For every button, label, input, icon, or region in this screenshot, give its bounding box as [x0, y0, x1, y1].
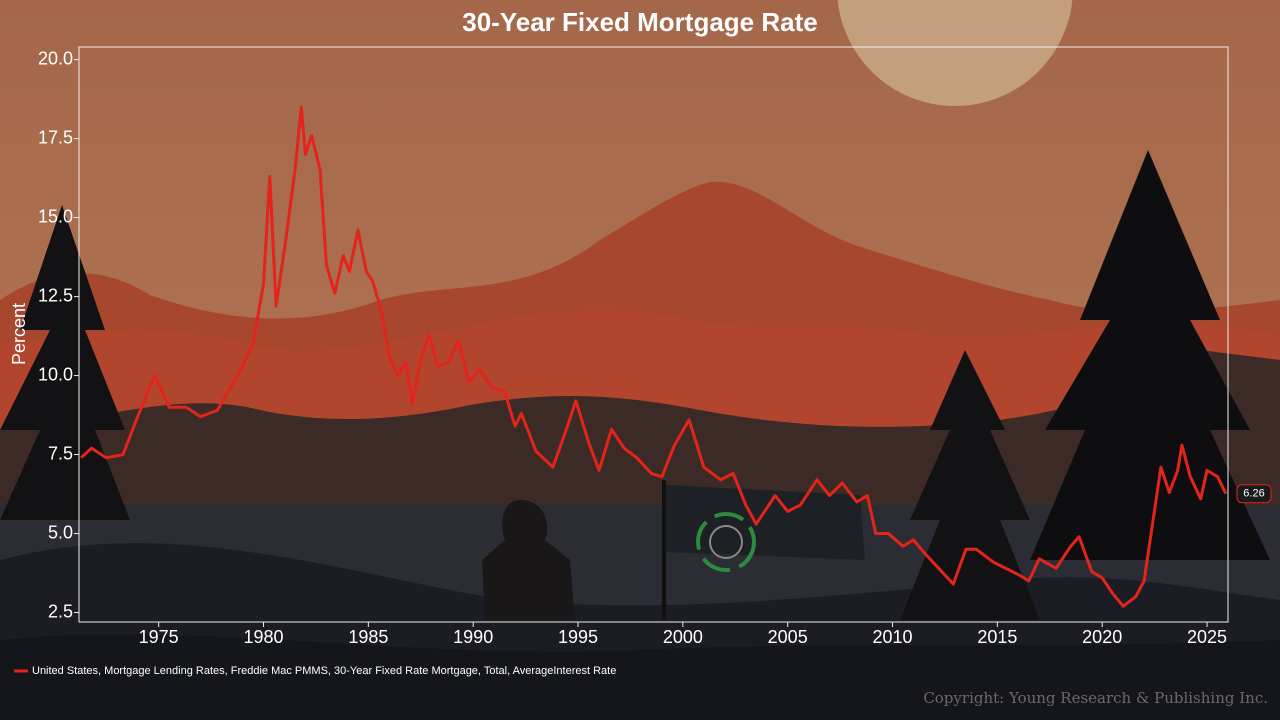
y-tick-label: 12.5: [38, 285, 73, 305]
y-tick-label: 7.5: [48, 443, 73, 463]
copyright: Copyright: Young Research & Publishing I…: [923, 689, 1268, 707]
x-tick-label: 2010: [873, 627, 913, 647]
x-tick-label: 2025: [1187, 627, 1227, 647]
x-tick-label: 2020: [1082, 627, 1122, 647]
y-tick-label: 17.5: [38, 127, 73, 147]
plot-frame: [78, 46, 1229, 623]
y-tick-label: 15.0: [38, 206, 73, 226]
line: [80, 105, 1228, 608]
chart-title: 30-Year Fixed Mortgage Rate: [462, 7, 817, 37]
x-tick-label: 2015: [977, 627, 1017, 647]
y-tick-label: 20.0: [38, 48, 73, 68]
x-tick-label: 2000: [663, 627, 703, 647]
x-tick-label: 2005: [768, 627, 808, 647]
last-value-box: [1236, 484, 1272, 504]
last-value-label: 6.26: [1243, 488, 1264, 500]
x-tick-label: 1980: [243, 627, 283, 647]
y-tick-label: 2.5: [48, 601, 73, 621]
x-tick-label: 1975: [139, 627, 179, 647]
y-axis-label: Percent: [9, 303, 29, 365]
x-tick-label: 1995: [558, 627, 598, 647]
legend-label: United States, Mortgage Lending Rates, F…: [32, 665, 616, 677]
y-tick-label: 10.0: [38, 364, 73, 384]
x-tick-label: 1985: [348, 627, 388, 647]
y-tick-label: 5.0: [48, 522, 73, 542]
x-tick-label: 1990: [453, 627, 493, 647]
